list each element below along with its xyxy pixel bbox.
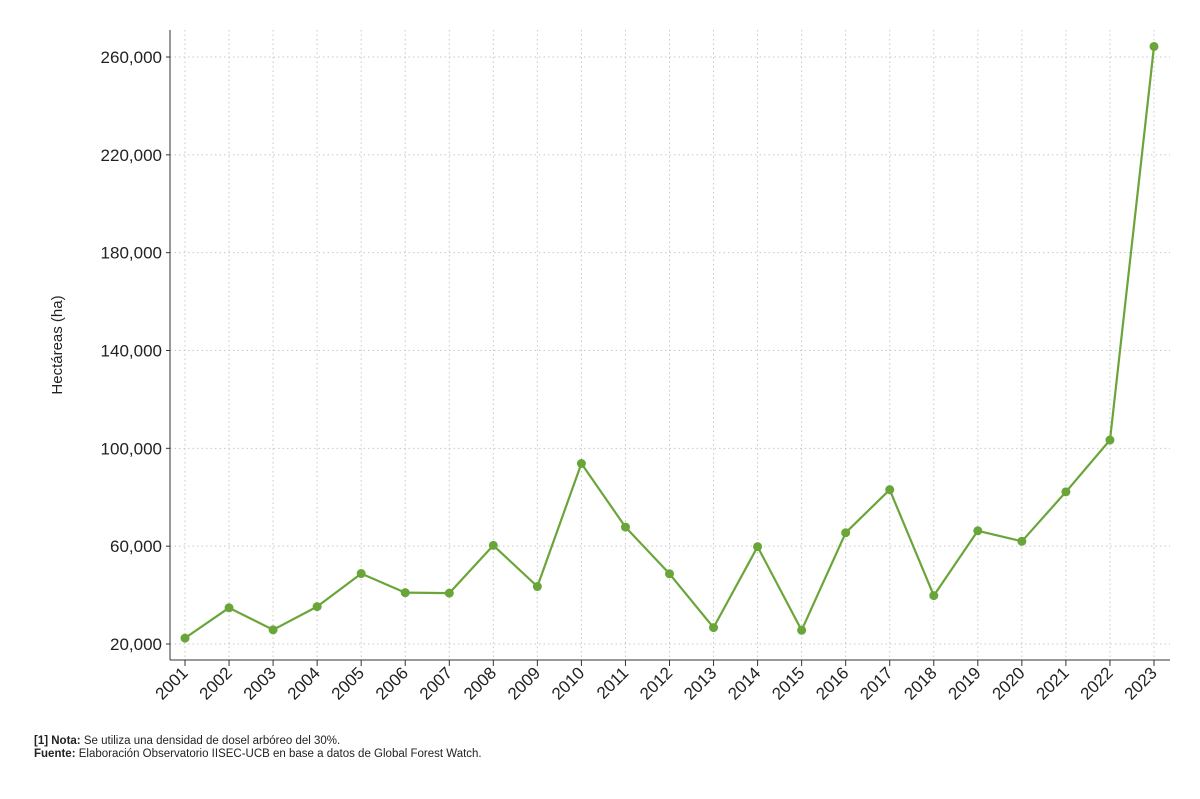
x-tick-label: 2002	[196, 663, 236, 703]
nota-label: [1] Nota:	[34, 735, 81, 747]
x-tick-label: 2013	[680, 663, 720, 703]
series-line	[183, 45, 1156, 640]
x-tick-label: 2001	[152, 663, 192, 703]
x-tick-label: 2005	[328, 663, 368, 703]
x-tick-label: 2010	[548, 663, 588, 703]
y-tick-label: 100,000	[101, 439, 162, 458]
data-point	[224, 603, 234, 613]
y-tick-label: 180,000	[101, 244, 162, 263]
axis-layer	[166, 30, 1170, 666]
x-tick-label: 2016	[812, 663, 852, 703]
x-tick-label: 2014	[724, 663, 764, 703]
y-tick-label: 220,000	[101, 146, 162, 165]
data-point	[665, 569, 674, 579]
data-point	[488, 540, 498, 550]
y-tick-label: 60,000	[110, 537, 162, 556]
y-axis-label: Hectáreas (ha)	[49, 295, 66, 394]
data-point	[753, 542, 763, 552]
fuente-text: Elaboración Observatorio IISEC-UCB en ba…	[75, 748, 482, 760]
point-layer	[180, 41, 1159, 643]
x-tick-label: 2019	[944, 663, 984, 703]
x-tick-label: 2003	[240, 663, 280, 703]
data-point	[1017, 536, 1027, 546]
data-point	[841, 528, 851, 538]
data-point	[797, 625, 807, 635]
x-tick-label: 2011	[593, 663, 632, 702]
x-tick-label: 2022	[1077, 663, 1117, 703]
data-point	[400, 588, 410, 598]
fuente-label: Fuente:	[34, 748, 76, 760]
x-tick-label: 2012	[636, 663, 676, 703]
data-point	[929, 591, 939, 601]
data-point	[709, 623, 719, 633]
x-tick-label: 2017	[856, 663, 896, 703]
x-tick-label: 2023	[1121, 663, 1161, 703]
data-point	[1061, 487, 1071, 497]
data-point	[973, 526, 983, 536]
data-point	[885, 485, 895, 495]
x-tick-label: 2007	[416, 663, 456, 703]
y-tick-label: 260,000	[101, 48, 162, 67]
y-tick-labels: 20,000 60,000 100,000 140,000 180,000 220,000…	[101, 48, 162, 654]
fuente-line: Fuente: Elaboración Observatorio IISEC-U…	[34, 748, 482, 761]
x-tick-label: 2009	[504, 663, 544, 703]
data-point	[312, 602, 322, 612]
y-tick-label: 140,000	[101, 342, 162, 361]
data-point	[1105, 435, 1115, 445]
series-layer	[183, 45, 1156, 640]
data-point	[620, 522, 630, 532]
data-point	[268, 625, 278, 635]
y-tick-label: 20,000	[110, 635, 162, 654]
data-point	[1149, 41, 1159, 51]
nota-line: [1] Nota: Se utiliza una densidad de dos…	[34, 735, 482, 748]
x-tick-label: 2015	[768, 663, 808, 703]
notes-block: [1] Nota: Se utiliza una densidad de dos…	[34, 735, 482, 761]
data-point	[576, 458, 586, 468]
nota-text: Se utiliza una densidad de dosel arbóreo…	[80, 735, 341, 747]
x-tick-label: 2018	[900, 663, 940, 703]
grid-layer	[170, 30, 1170, 660]
x-tick-label: 2004	[284, 663, 324, 703]
data-point	[444, 588, 454, 598]
data-point	[532, 582, 542, 592]
x-tick-label: 2006	[372, 663, 412, 703]
x-tick-label: 2008	[460, 663, 500, 703]
data-point	[180, 633, 190, 643]
data-point	[356, 569, 366, 579]
x-tick-label: 2020	[989, 663, 1029, 703]
x-tick-labels: 2001 2002 2003 2004 2005 2006 2007 2008 2009 2010…	[152, 663, 1161, 703]
x-tick-label: 2021	[1033, 663, 1073, 703]
